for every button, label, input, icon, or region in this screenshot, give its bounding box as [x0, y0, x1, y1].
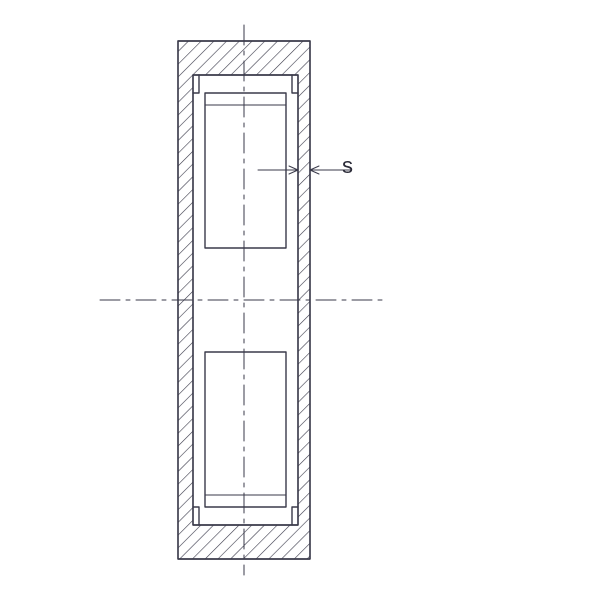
dimension-label-s: s: [342, 153, 353, 178]
roller-lower: [205, 352, 286, 507]
bearing-section-diagram: s: [0, 0, 600, 600]
